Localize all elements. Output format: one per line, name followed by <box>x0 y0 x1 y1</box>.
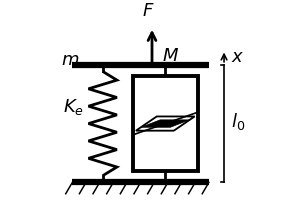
Polygon shape <box>141 120 189 127</box>
Text: $l_0$: $l_0$ <box>231 111 245 132</box>
Text: $x$: $x$ <box>231 48 244 66</box>
Bar <box>133 76 198 171</box>
Text: $m$: $m$ <box>61 51 79 69</box>
Text: $K_e$: $K_e$ <box>63 97 84 117</box>
Text: $M$: $M$ <box>162 47 179 65</box>
Text: $F$: $F$ <box>142 2 154 20</box>
